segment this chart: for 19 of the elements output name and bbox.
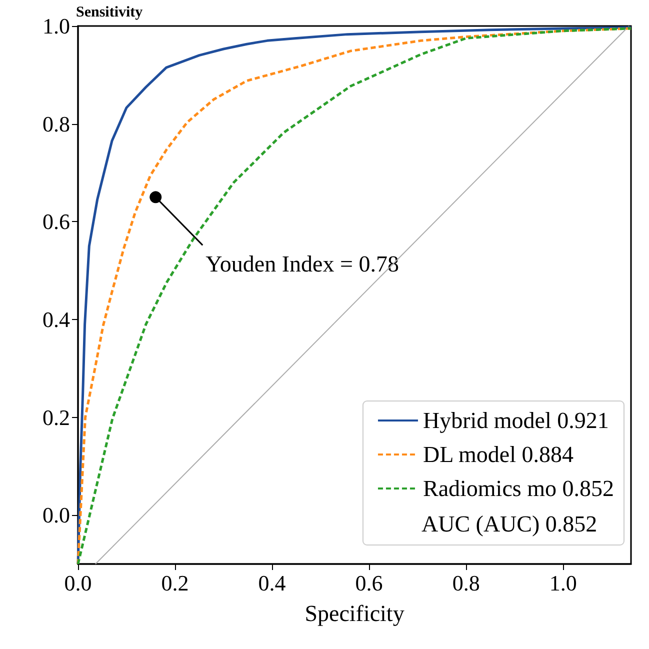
y-tick-label: 0.8 (42, 111, 70, 136)
y-tick-label: 0.2 (42, 404, 70, 430)
x-tick-label: 0.4 (258, 570, 286, 596)
x-tick-label: 0.2 (161, 570, 189, 596)
x-tick-label: 0.8 (452, 570, 480, 596)
y-axis-title: Sensitivity (76, 4, 144, 20)
legend-label: DL model 0.884 (422, 442, 574, 467)
annotation: Youden Index = 0.78 (206, 252, 399, 277)
y-tick-label: 0.0 (42, 502, 70, 528)
x-axis-title: Specificity (304, 601, 405, 626)
legend-label: Hybrid model 0.921 (422, 408, 609, 433)
y-tick-label: 1.0 (42, 14, 70, 38)
x-tick-label: 1.0 (549, 570, 577, 596)
x-tick-label: 0.0 (64, 570, 92, 596)
annotation: AUC (AUC) 0.852 (421, 512, 598, 536)
y-tick-label: 0.4 (42, 306, 70, 332)
y-tick-label: 0.6 (42, 209, 70, 234)
x-tick-label: 0.6 (355, 570, 383, 596)
legend-label: Radiomics mo 0.852 (422, 476, 614, 501)
